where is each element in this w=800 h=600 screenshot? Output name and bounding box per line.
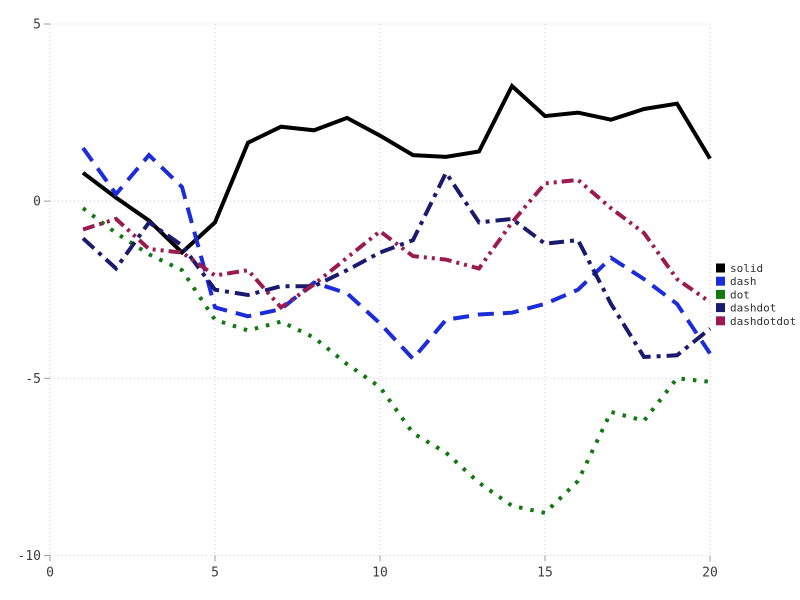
legend-swatch-dot	[716, 289, 725, 299]
legend-label-dot: dot	[730, 288, 750, 301]
y-tick-label-5: 5	[33, 18, 41, 33]
legend-swatch-dashdotdot	[716, 316, 725, 326]
y-tick-label--10: -10	[18, 549, 41, 564]
x-tick-label-20: 20	[702, 565, 718, 580]
x-tick-label-5: 5	[211, 565, 219, 580]
series-line-dot	[81, 206, 711, 516]
legend-swatch-dash	[716, 276, 725, 286]
series-line-dashdotdot	[82, 177, 712, 311]
x-tick-label-10: 10	[372, 565, 388, 580]
legend-label-dashdotdot: dashdotdot	[730, 315, 796, 328]
series-line-dashdot	[81, 168, 712, 360]
legend-label-dashdot: dashdot	[730, 302, 776, 315]
x-tick-label-15: 15	[537, 565, 553, 580]
legend-swatch-solid	[716, 263, 725, 273]
y-tick-label--5: -5	[25, 372, 41, 387]
legend-swatch-dashdot	[716, 303, 725, 313]
legend-label-solid: solid	[730, 262, 763, 275]
y-tick-label-0: 0	[33, 195, 41, 210]
series-line-solid	[81, 82, 712, 256]
x-tick-label-0: 0	[46, 565, 54, 580]
legend-label-dash: dash	[730, 275, 757, 288]
